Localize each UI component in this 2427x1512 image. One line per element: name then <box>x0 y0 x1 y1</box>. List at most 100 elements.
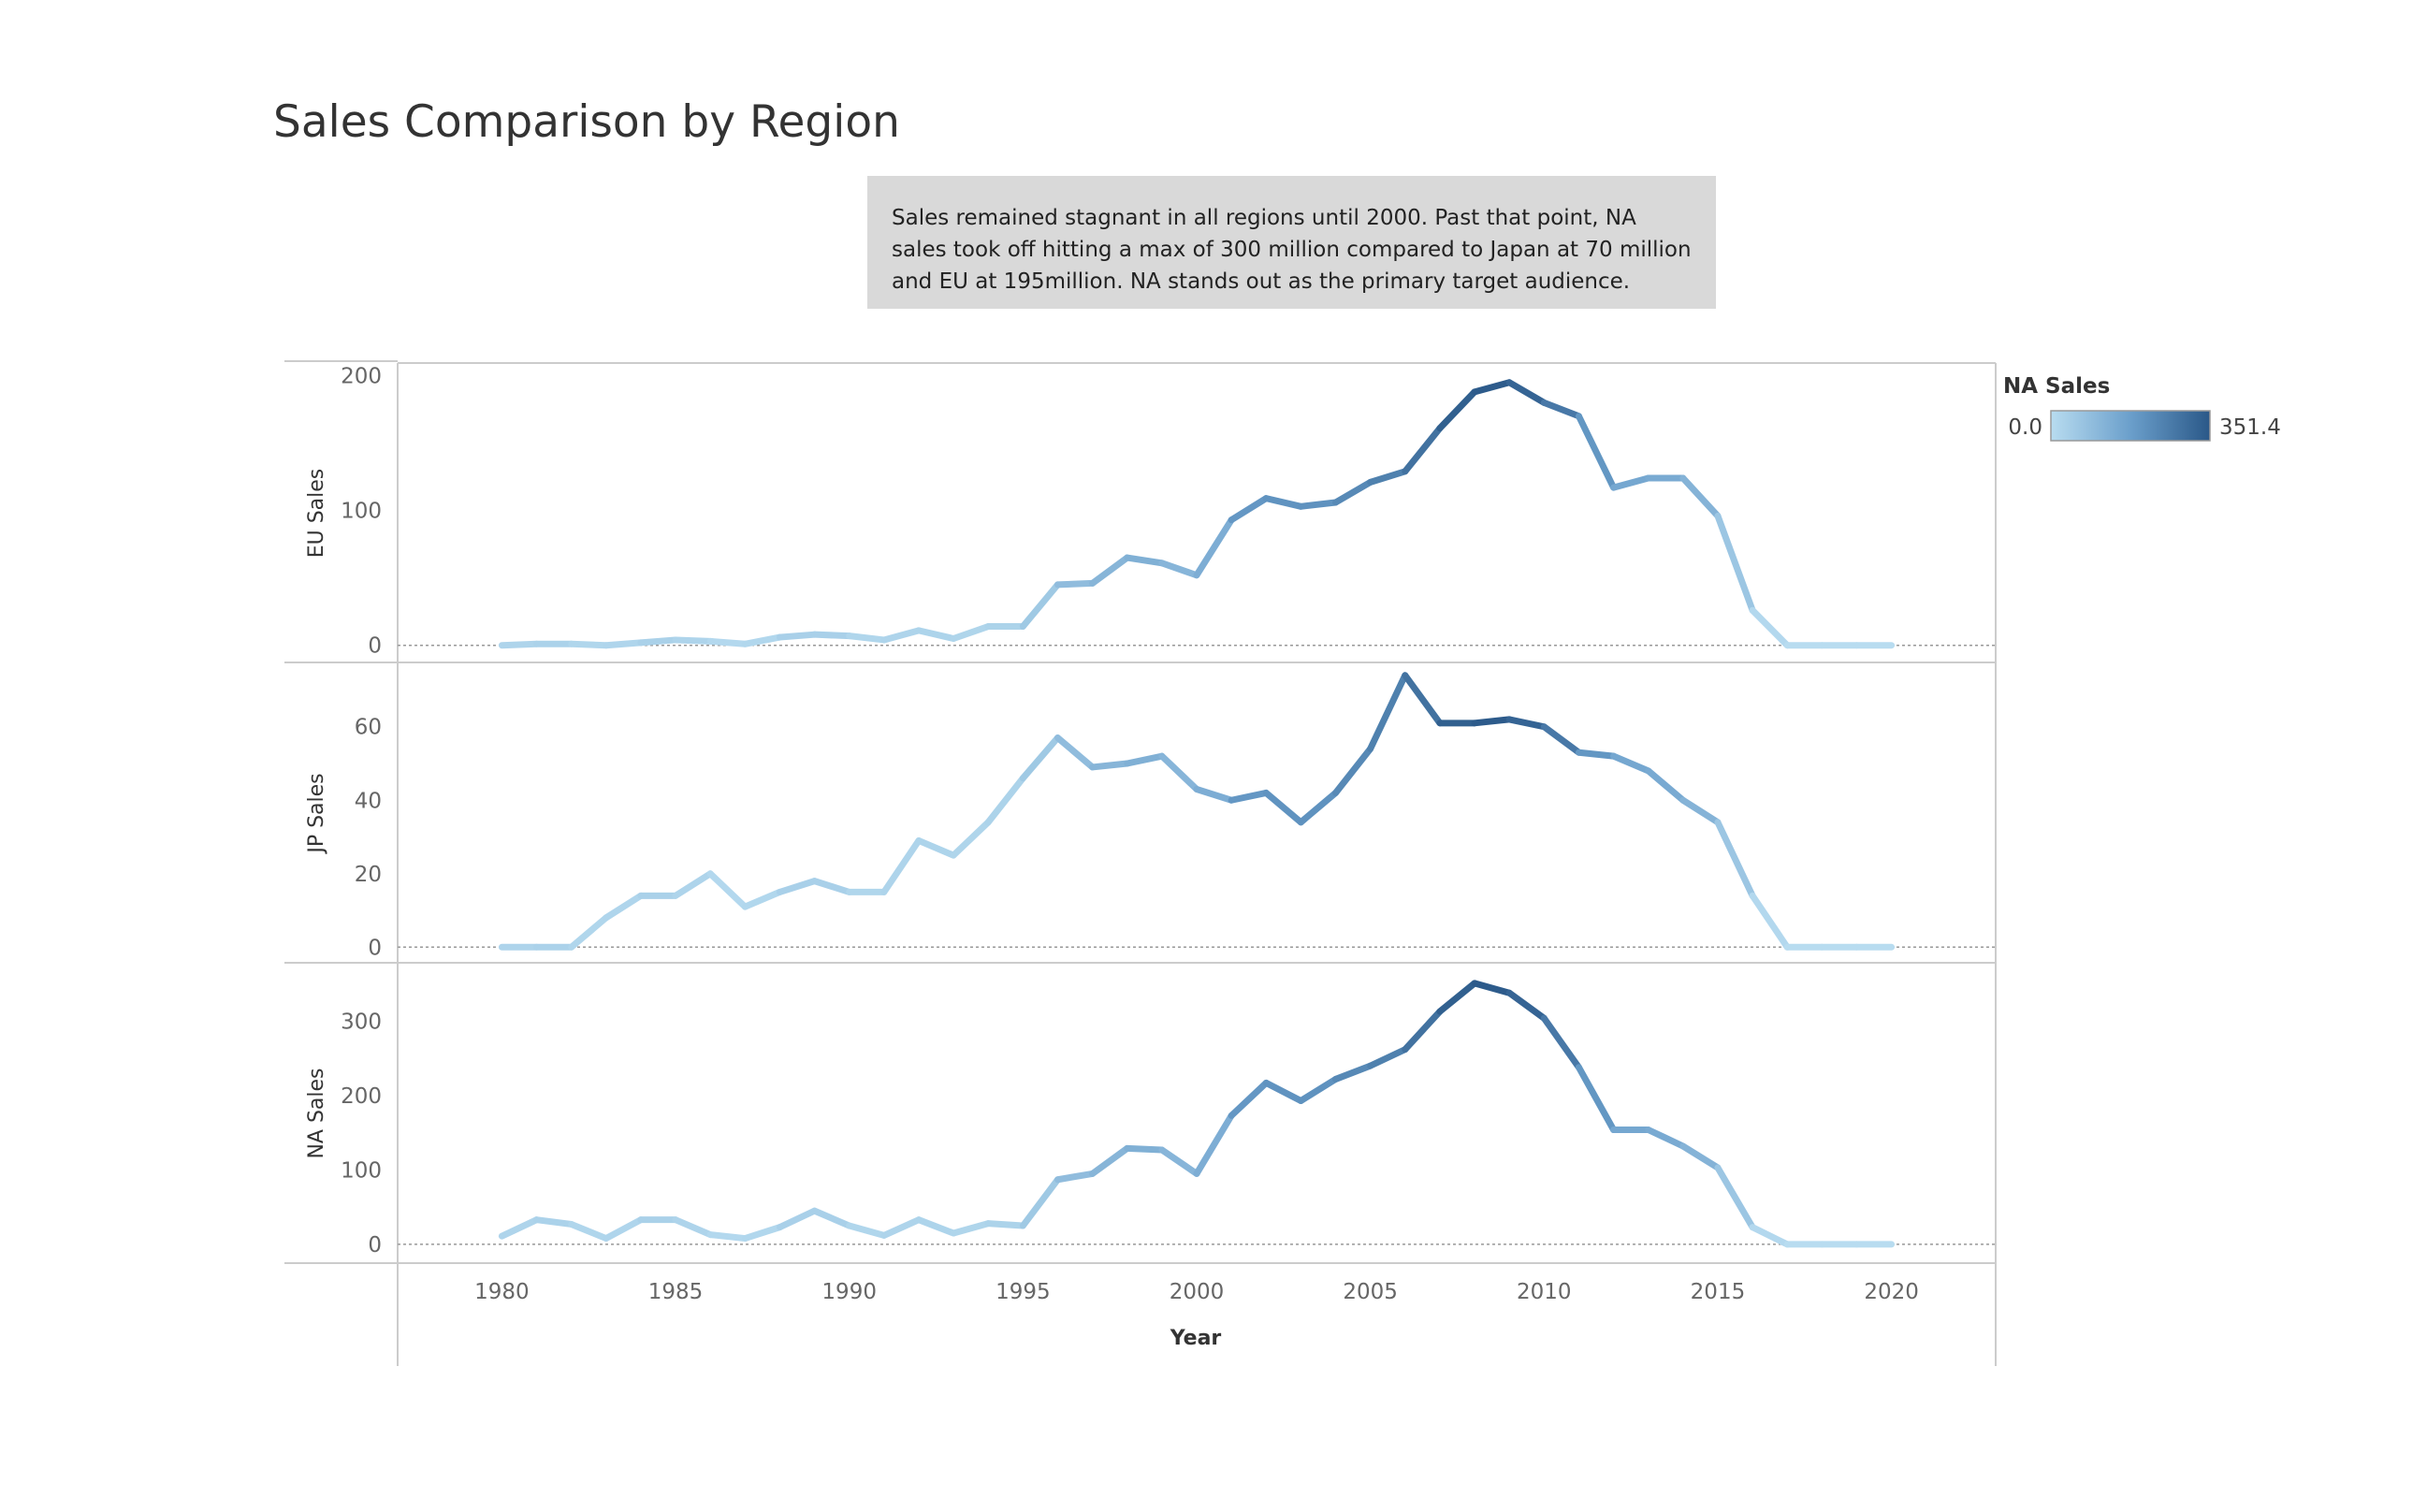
legend-max-label: 351.4 <box>2219 415 2281 440</box>
series-segment <box>950 819 992 859</box>
x-axis: 1980 1985 1990 1995 2000 2005 2010 2015 2020 <box>474 1280 1919 1304</box>
legend-title: NA Sales <box>2003 374 2110 399</box>
series-segment <box>1367 1046 1409 1069</box>
series-segment <box>880 1216 923 1239</box>
series-segment <box>846 632 888 644</box>
series-segment <box>568 640 610 649</box>
y-tick-label: 40 <box>355 789 382 813</box>
series-segment <box>776 631 819 641</box>
y-tick-label: 100 <box>341 1158 382 1183</box>
series-segment <box>1505 379 1548 406</box>
chart-title: Sales Comparison by Region <box>273 96 900 148</box>
y-tick-label: 20 <box>355 863 382 887</box>
series-segment <box>1054 579 1097 589</box>
series-segment <box>1297 499 1340 510</box>
series-segment <box>950 1220 992 1237</box>
series-segment <box>603 892 645 922</box>
series-segment <box>498 1216 541 1240</box>
annotation-box: Sales remained stagnant in all regions u… <box>867 176 1716 309</box>
series-segment <box>741 633 783 647</box>
y-tick-label: 0 <box>368 634 382 659</box>
series-segment <box>706 1231 748 1243</box>
series-segment <box>880 627 923 644</box>
series-segment <box>1019 734 1061 782</box>
series-segment <box>1158 1146 1200 1177</box>
x-tick-label: 1980 <box>474 1280 530 1304</box>
panel-frames <box>284 360 1997 1366</box>
series-segment <box>637 636 679 647</box>
series-segment <box>706 637 748 647</box>
series-segment <box>1262 495 1304 510</box>
series-segment <box>1714 512 1756 614</box>
series-segment <box>1540 399 1582 420</box>
series-segment <box>1054 1170 1097 1184</box>
series-segment <box>741 1224 783 1243</box>
series-segment <box>1402 1008 1444 1054</box>
series-segment <box>1679 474 1722 519</box>
series-segment <box>811 631 853 640</box>
x-tick-label: 1995 <box>996 1280 1051 1304</box>
series-segment <box>603 639 645 649</box>
series-segment <box>1540 723 1582 756</box>
series-segment <box>915 627 957 643</box>
series-segment <box>1297 789 1340 826</box>
series-segment <box>1679 796 1722 826</box>
x-tick-label: 2015 <box>1691 1280 1746 1304</box>
series-segment <box>1124 554 1166 567</box>
series-segment <box>1575 413 1618 491</box>
series-segment <box>1054 734 1097 771</box>
series-segment <box>672 870 714 899</box>
series-segment <box>568 914 610 951</box>
series-segment <box>1575 1064 1618 1133</box>
series-segment <box>1575 749 1618 760</box>
panel-eu-sales: 0 100 200 EU Sales <box>305 365 1996 659</box>
series-segment <box>1158 752 1200 792</box>
x-tick-label: 2010 <box>1517 1280 1572 1304</box>
series-segment <box>1610 752 1652 775</box>
series-segment <box>846 1222 888 1239</box>
legend-color-bar <box>2050 410 2211 442</box>
series-segment <box>1471 716 1513 727</box>
series-segment <box>1332 745 1374 796</box>
series-segment <box>741 888 783 910</box>
series-segment <box>915 1216 957 1237</box>
series-segment <box>1714 819 1756 899</box>
series-segment <box>1505 989 1548 1022</box>
series-segment <box>1193 1112 1235 1177</box>
y-tick-label: 60 <box>355 716 382 740</box>
series-segment <box>1402 672 1444 727</box>
series-segment <box>1124 752 1166 767</box>
series-segment <box>1332 1062 1374 1083</box>
series-segment <box>672 636 714 645</box>
series-segment <box>672 1216 714 1239</box>
series-segment <box>811 1207 853 1229</box>
series-segment <box>811 878 853 895</box>
series-segment <box>1402 425 1444 475</box>
series-segment <box>603 1216 645 1243</box>
series-segment <box>1436 980 1478 1015</box>
series-segment <box>1089 1144 1131 1177</box>
series-segment <box>1297 1075 1340 1104</box>
series-segment <box>1262 1079 1304 1104</box>
y-axis-title: JP Sales <box>305 773 328 854</box>
series-segment <box>1193 785 1235 804</box>
series-segment <box>1158 560 1200 579</box>
series-segment <box>1645 1126 1687 1150</box>
series-segment <box>498 640 541 649</box>
series-segment <box>984 1220 1026 1229</box>
panel-jp-sales: 0 20 40 60 JP Sales <box>305 672 1996 960</box>
series-segment <box>1749 1224 1791 1248</box>
y-tick-label: 0 <box>368 936 382 960</box>
y-axis-title: NA Sales <box>305 1068 328 1158</box>
series-segment <box>880 836 923 895</box>
series-segment <box>1610 474 1652 491</box>
series-segment <box>1124 1144 1166 1154</box>
series-segment <box>1505 716 1548 731</box>
series-segment <box>1540 1014 1582 1071</box>
panel-na-sales: 0 100 200 300 NA Sales <box>305 980 1996 1258</box>
series-segment <box>1367 468 1409 486</box>
y-tick-label: 200 <box>341 1084 382 1109</box>
series-segment <box>1228 495 1270 524</box>
series-segment <box>706 870 748 910</box>
series-segment <box>1089 554 1131 587</box>
